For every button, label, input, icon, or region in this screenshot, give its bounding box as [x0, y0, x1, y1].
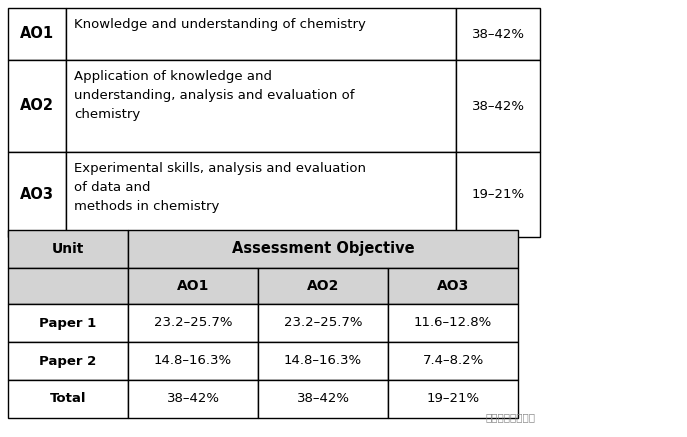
Text: 7.4–8.2%: 7.4–8.2%	[423, 354, 484, 368]
Text: Assessment Objective: Assessment Objective	[232, 242, 414, 257]
Text: 23.2–25.7%: 23.2–25.7%	[154, 316, 232, 329]
Text: 23.2–25.7%: 23.2–25.7%	[284, 316, 362, 329]
Bar	[66, 60, 456, 152]
Bar	[258, 380, 388, 418]
Text: 11.6–12.8%: 11.6–12.8%	[414, 316, 492, 329]
Text: 19–21%: 19–21%	[471, 188, 525, 201]
Bar	[456, 8, 540, 60]
Text: Knowledge and understanding of chemistry: Knowledge and understanding of chemistry	[74, 18, 366, 31]
Bar	[8, 342, 128, 380]
Text: 中科数理国际教育: 中科数理国际教育	[485, 412, 535, 422]
Bar	[128, 304, 258, 342]
Text: 14.8–16.3%: 14.8–16.3%	[154, 354, 232, 368]
Text: AO3: AO3	[20, 187, 54, 202]
Text: 19–21%: 19–21%	[427, 392, 480, 406]
Bar	[8, 304, 128, 342]
Bar	[8, 152, 66, 237]
Text: Paper 1: Paper 1	[39, 316, 97, 329]
Text: Experimental skills, analysis and evaluation
of data and
methods in chemistry: Experimental skills, analysis and evalua…	[74, 162, 366, 213]
Bar	[66, 8, 456, 60]
Bar	[8, 230, 128, 268]
Bar	[8, 60, 66, 152]
Text: 14.8–16.3%: 14.8–16.3%	[284, 354, 362, 368]
Bar	[258, 304, 388, 342]
Bar	[128, 230, 518, 268]
Text: 38–42%: 38–42%	[471, 28, 524, 41]
Bar	[258, 268, 388, 304]
Text: 38–42%: 38–42%	[297, 392, 350, 406]
Bar	[8, 268, 128, 304]
Bar	[66, 152, 456, 237]
Bar	[388, 304, 518, 342]
Bar	[258, 342, 388, 380]
Text: Paper 2: Paper 2	[39, 354, 97, 368]
Text: AO3: AO3	[437, 279, 469, 293]
Bar	[456, 60, 540, 152]
Bar	[456, 152, 540, 237]
Text: Unit: Unit	[52, 242, 85, 256]
Text: AO1: AO1	[20, 27, 54, 42]
Text: 38–42%: 38–42%	[166, 392, 220, 406]
Text: Total: Total	[49, 392, 87, 406]
Bar	[388, 268, 518, 304]
Bar	[388, 342, 518, 380]
Text: AO2: AO2	[307, 279, 339, 293]
Bar	[128, 380, 258, 418]
Bar	[8, 8, 66, 60]
Bar	[128, 342, 258, 380]
Text: AO2: AO2	[20, 98, 54, 114]
Text: 38–42%: 38–42%	[471, 100, 524, 112]
Bar	[388, 380, 518, 418]
Text: Application of knowledge and
understanding, analysis and evaluation of
chemistry: Application of knowledge and understandi…	[74, 70, 354, 121]
Bar	[8, 380, 128, 418]
Bar	[128, 268, 258, 304]
Text: AO1: AO1	[177, 279, 209, 293]
